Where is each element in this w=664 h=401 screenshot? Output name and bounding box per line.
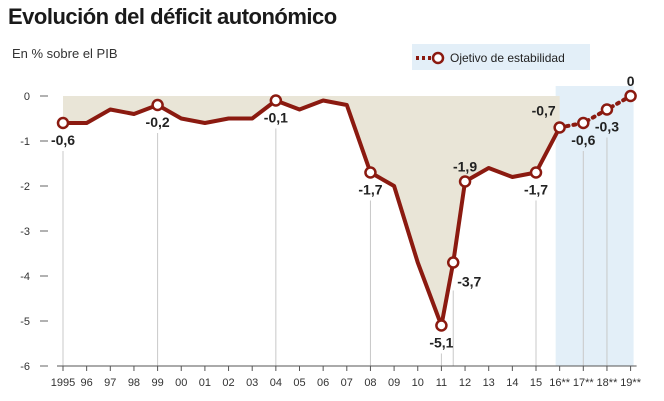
data-point: [151, 98, 164, 112]
data-label: -0,7: [532, 103, 556, 119]
data-point: [624, 89, 637, 103]
y-tick-label: -6: [20, 361, 30, 373]
x-tick-label: 17**: [573, 377, 595, 389]
data-label: -3,7: [457, 274, 481, 290]
x-tick-label: 00: [175, 377, 187, 389]
x-tick-label: 16**: [549, 377, 571, 389]
x-tick-label: 15: [530, 377, 542, 389]
data-point: [364, 166, 377, 179]
data-label: 0: [627, 73, 635, 89]
data-label: -1,7: [358, 182, 382, 198]
x-tick-label: 10: [412, 377, 424, 389]
data-point: [269, 94, 283, 107]
x-tick-label: 02: [222, 377, 234, 389]
x-tick-label: 18**: [597, 377, 619, 389]
target-band: [555, 86, 634, 366]
data-point: [600, 103, 614, 116]
x-tick-label: 97: [104, 377, 116, 389]
chart-title: Evolución del déficit autonómico: [8, 4, 337, 29]
legend-label: Ojetivo de estabilidad: [450, 51, 565, 65]
y-tick-label: 0: [24, 91, 30, 103]
data-label: -1,9: [453, 159, 477, 175]
deficit-area: [63, 96, 560, 326]
x-tick-label: 99: [151, 377, 163, 389]
y-tick-label: -3: [20, 226, 30, 238]
data-label: -0,6: [571, 132, 595, 148]
x-tick-label: 01: [199, 377, 211, 389]
x-tick-label: 03: [246, 377, 258, 389]
y-tick-label: -5: [20, 316, 30, 328]
data-label: -1,7: [524, 182, 548, 198]
data-label: -0,1: [264, 110, 288, 126]
data-point: [56, 116, 70, 130]
data-point: [553, 121, 566, 134]
data-label: -0,3: [595, 119, 619, 135]
deficit-series-line: [61, 98, 562, 328]
data-label: -5,1: [429, 335, 453, 351]
x-tick-label: 96: [81, 377, 93, 389]
x-tick-label: 04: [270, 377, 282, 389]
x-tick-label: 09: [388, 377, 400, 389]
x-tick-label: 08: [364, 377, 376, 389]
x-tick-label: 11: [436, 377, 447, 389]
y-tick-label: -4: [20, 271, 30, 283]
x-tick-label: 19**: [620, 377, 642, 389]
data-label: -0,6: [51, 132, 75, 148]
data-point: [577, 116, 590, 130]
data-point: [446, 256, 460, 269]
legend-marker: [431, 51, 445, 65]
x-tick-label: 14: [506, 377, 518, 389]
chart-subtitle: En % sobre el PIB: [12, 46, 118, 61]
y-tick-label: -1: [20, 136, 30, 148]
target-series-line: [557, 94, 633, 130]
x-tick-label: 1995: [51, 377, 75, 389]
x-tick-label: 06: [317, 377, 329, 389]
y-tick-label: -2: [20, 181, 30, 193]
x-tick-label: 98: [128, 377, 140, 389]
x-tick-label: 05: [293, 377, 305, 389]
x-tick-label: 07: [341, 377, 353, 389]
data-label: -0,2: [146, 114, 170, 130]
data-point: [529, 166, 543, 179]
data-point: [435, 319, 448, 332]
x-tick-label: 13: [483, 377, 495, 389]
x-tick-label: 12: [459, 377, 471, 389]
data-point: [458, 175, 472, 188]
